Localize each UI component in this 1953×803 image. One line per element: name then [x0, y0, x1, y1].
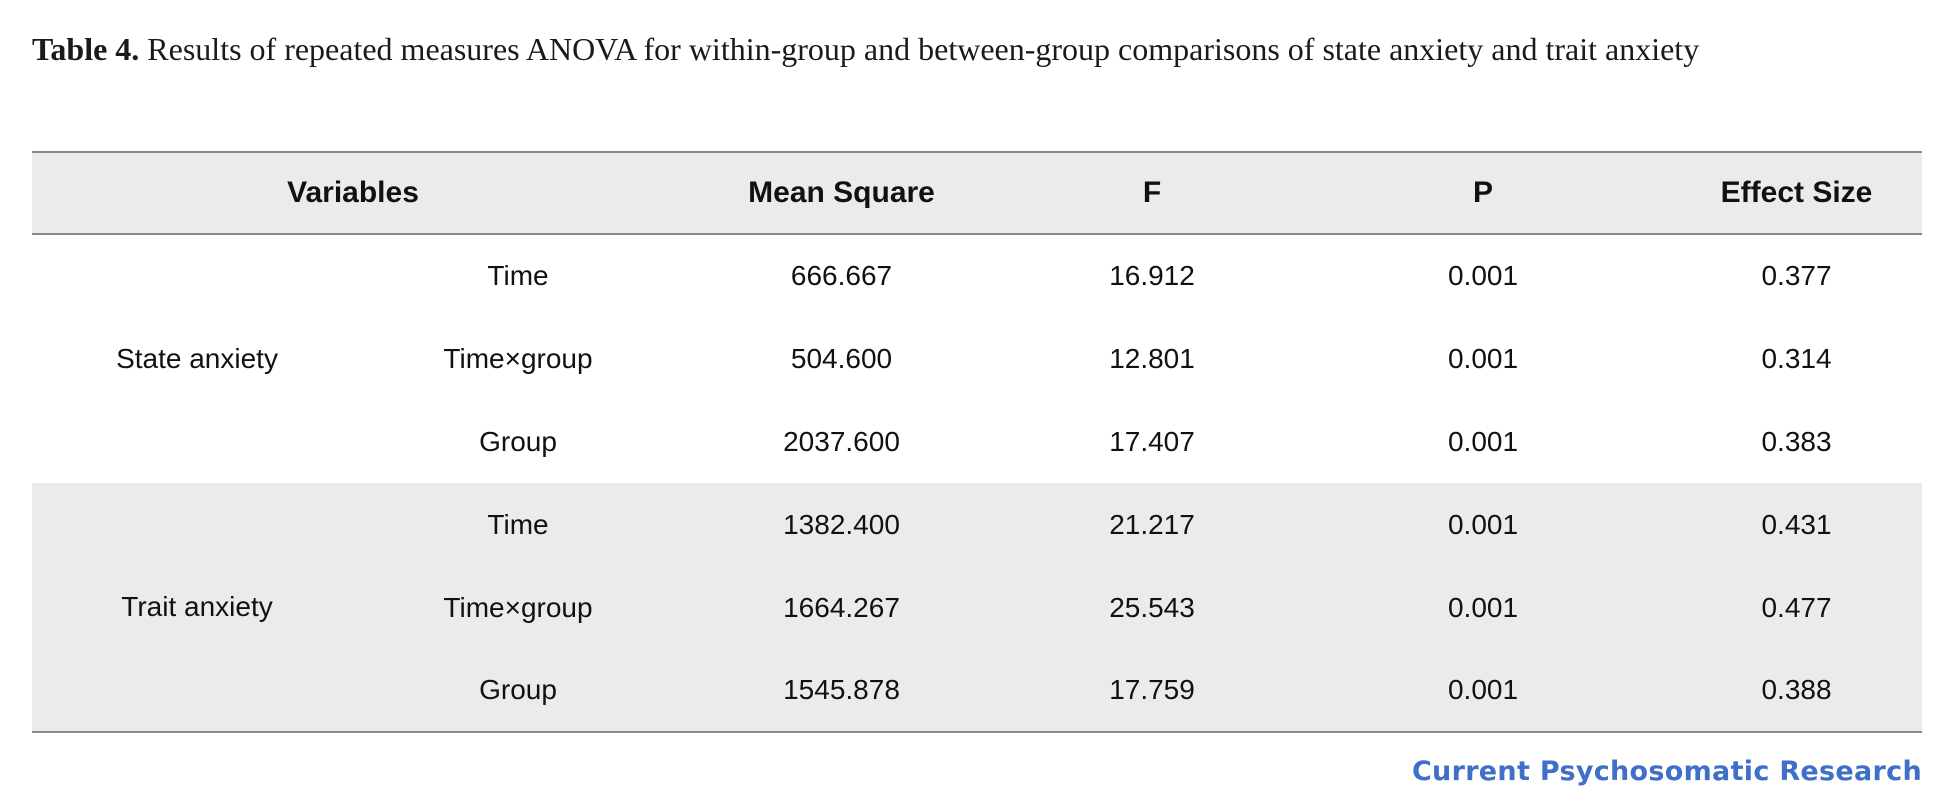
- effect-size-cell: 0.388: [1761, 674, 1832, 705]
- f-cell: 12.801: [1109, 342, 1195, 374]
- factor-cell: Group: [479, 425, 557, 457]
- mean-square-cell: 2037.600: [783, 425, 900, 457]
- p-cell: 0.001: [1447, 508, 1519, 540]
- p-cell: 0.001: [1447, 674, 1519, 705]
- caption-text: Results of repeated measures ANOVA for w…: [139, 31, 1700, 67]
- mean-square-cell: 1382.400: [783, 508, 900, 540]
- f-cell: 16.912: [1109, 260, 1195, 291]
- effect-size-cell: 0.477: [1761, 591, 1832, 623]
- effect-size-cell: 0.431: [1761, 508, 1832, 540]
- group-label-trait-anxiety: Trait anxiety: [121, 591, 273, 622]
- mean-square-cell: 666.667: [790, 260, 893, 291]
- p-cell: 0.001: [1447, 591, 1519, 623]
- header-effect-size: Effect Size: [1720, 176, 1873, 209]
- mean-square-cell: 1545.878: [783, 674, 900, 705]
- header-p: P: [1473, 176, 1494, 209]
- effect-size-cell: 0.383: [1761, 425, 1832, 457]
- mean-square-cell: 504.600: [790, 342, 893, 374]
- caption-label: Table 4.: [32, 31, 140, 67]
- anova-table: Variables Mean Square F P Effect Size St…: [32, 151, 1923, 733]
- header-mean-square: Mean Square: [748, 176, 935, 209]
- anova-table-container: Variables Mean Square F P Effect Size St…: [32, 151, 1923, 733]
- factor-cell: Time×group: [443, 591, 593, 623]
- journal-logo: Current Psychosomatic Research: [1411, 756, 1922, 787]
- table-row: Time×group 504.600 12.801 0.001 0.314: [32, 317, 1922, 400]
- factor-cell: Time: [487, 508, 549, 540]
- table-row: Trait anxiety Time 1382.400 21.217 0.001…: [32, 483, 1923, 622]
- table-row: Group 2037.600 17.407 0.001 0.383: [32, 400, 1922, 483]
- table-row: State anxiety Time 666.667 16.912 0.001 …: [32, 234, 1922, 374]
- effect-size-cell: 0.377: [1761, 260, 1832, 291]
- f-cell: 17.407: [1109, 425, 1195, 457]
- header-f: F: [1142, 176, 1162, 209]
- factor-cell: Time: [487, 260, 549, 291]
- table-caption: Table 4. Results of repeated measures AN…: [32, 26, 1922, 72]
- factor-cell: Time×group: [443, 342, 593, 374]
- table-header-row: Variables Mean Square F P Effect Size: [32, 152, 1923, 234]
- f-cell: 25.543: [1109, 591, 1195, 623]
- f-cell: 21.217: [1109, 508, 1195, 540]
- mean-square-cell: 1664.267: [783, 591, 900, 623]
- header-variables: Variables: [287, 176, 419, 209]
- f-cell: 17.759: [1109, 674, 1195, 705]
- effect-size-cell: 0.314: [1761, 342, 1832, 374]
- factor-cell: Group: [479, 674, 557, 705]
- p-cell: 0.001: [1447, 425, 1519, 457]
- p-cell: 0.001: [1447, 342, 1519, 374]
- p-cell: 0.001: [1447, 260, 1519, 291]
- group-label-state-anxiety: State anxiety: [116, 343, 278, 374]
